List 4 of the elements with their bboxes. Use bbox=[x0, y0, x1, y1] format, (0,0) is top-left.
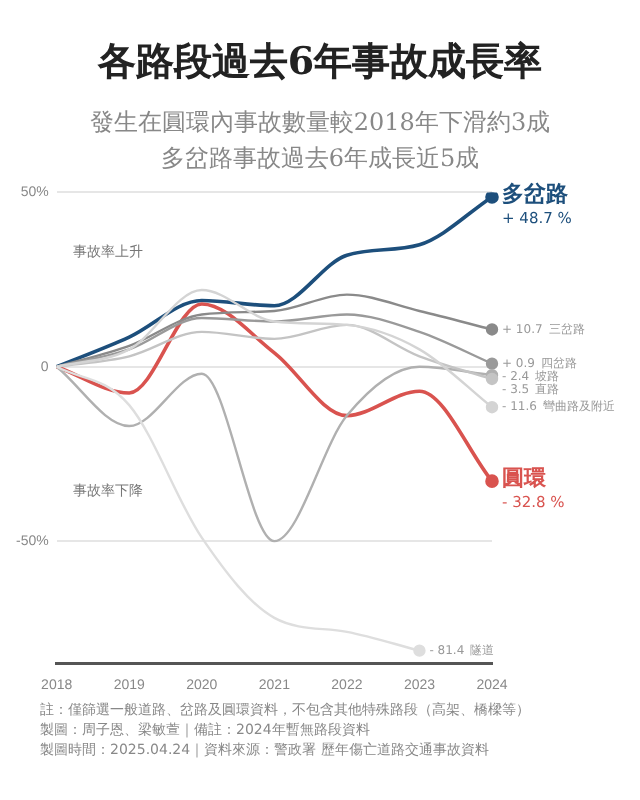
chart-title: 各路段過去6年事故成長率 bbox=[95, 38, 545, 88]
series-label: 多岔路 bbox=[502, 180, 568, 207]
series-label: 圓環 bbox=[502, 464, 548, 491]
chart-subtitle: 發生在圓環內事故數量較2018年下滑約3成多岔路事故過去6年成長近5成 bbox=[87, 106, 553, 176]
